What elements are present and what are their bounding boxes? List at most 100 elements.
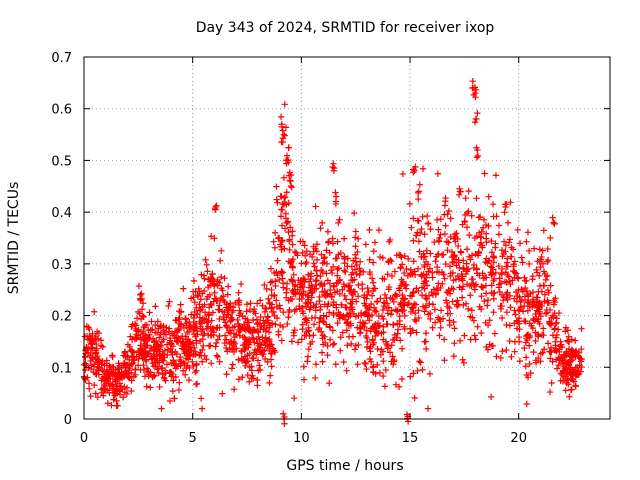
data-point: [367, 300, 375, 308]
data-point: [355, 281, 362, 289]
data-point: [401, 312, 408, 320]
data-point: [431, 306, 439, 313]
data-point: [132, 366, 139, 373]
data-point: [523, 371, 530, 379]
data-point: [473, 232, 481, 240]
data-point: [407, 373, 414, 380]
data-point: [340, 358, 347, 366]
data-point: [239, 313, 246, 320]
data-point: [544, 245, 551, 253]
data-point: [425, 268, 432, 275]
data-point: [342, 296, 350, 303]
data-point: [454, 242, 462, 250]
data-point: [277, 113, 285, 121]
data-point: [419, 366, 426, 374]
data-point: [257, 344, 264, 351]
data-point: [175, 324, 182, 332]
data-point: [313, 256, 321, 264]
data-point: [170, 377, 177, 384]
data-point: [411, 316, 419, 323]
data-point: [289, 264, 297, 271]
data-point: [411, 268, 418, 275]
data-point: [266, 337, 273, 345]
data-point: [490, 213, 497, 220]
data-point: [511, 258, 519, 265]
data-point: [267, 372, 274, 379]
data-point: [410, 215, 417, 222]
data-point: [529, 272, 536, 280]
data-point: [424, 405, 432, 412]
data-point: [481, 297, 488, 305]
data-point: [457, 188, 464, 195]
data-point: [490, 258, 498, 266]
data-point: [335, 219, 342, 227]
data-point: [446, 304, 453, 312]
data-point: [193, 380, 201, 387]
data-point: [381, 275, 388, 283]
data-point: [185, 376, 193, 384]
data-point: [312, 245, 319, 253]
data-point: [407, 330, 414, 337]
data-point: [433, 253, 440, 260]
data-point: [465, 253, 473, 261]
data-point: [408, 304, 416, 311]
data-point: [472, 250, 479, 258]
data-point: [479, 244, 486, 251]
data-point: [224, 311, 232, 319]
data-point: [273, 196, 280, 203]
data-point: [415, 217, 422, 225]
data-point: [359, 323, 366, 330]
data-point: [117, 383, 125, 390]
data-point: [405, 299, 412, 307]
y-tick-label: 0.1: [51, 361, 72, 376]
data-point: [86, 336, 93, 344]
data-point: [539, 247, 546, 254]
y-tick-label: 0.3: [51, 258, 72, 273]
data-point: [303, 258, 310, 266]
data-point: [362, 360, 369, 367]
data-point: [265, 328, 273, 336]
data-point: [99, 385, 107, 392]
data-point: [313, 301, 320, 308]
data-point: [365, 288, 372, 296]
y-tick-label: 0.6: [51, 103, 72, 118]
data-point: [286, 224, 294, 231]
data-point: [267, 356, 275, 363]
data-point: [412, 232, 420, 239]
data-point: [454, 297, 461, 304]
data-point: [567, 364, 574, 371]
data-point: [141, 324, 148, 331]
data-point: [527, 290, 534, 297]
data-point: [123, 384, 131, 391]
data-point: [318, 328, 325, 335]
data-point: [488, 249, 496, 256]
data-point: [171, 360, 178, 368]
data-point: [485, 193, 492, 200]
data-point: [415, 314, 422, 322]
data-point: [555, 362, 562, 369]
data-point: [230, 386, 238, 393]
data-point: [474, 109, 481, 117]
data-point: [459, 356, 466, 363]
data-point: [442, 222, 449, 229]
data-point: [424, 261, 432, 268]
data-point: [199, 358, 206, 365]
data-point: [427, 250, 434, 257]
data-point: [509, 246, 517, 253]
data-point: [149, 326, 156, 333]
data-point: [200, 287, 208, 295]
data-point: [156, 383, 163, 391]
data-point: [551, 220, 558, 228]
data-point: [544, 340, 552, 347]
data-point: [302, 260, 309, 267]
data-point: [138, 290, 145, 297]
data-point: [490, 295, 497, 302]
data-point: [364, 284, 371, 292]
data-point: [273, 297, 280, 304]
data-point: [301, 242, 308, 249]
data-point: [141, 373, 149, 380]
data-point: [550, 297, 557, 304]
data-point: [446, 263, 454, 270]
data-point: [387, 294, 394, 302]
data-point: [208, 331, 215, 339]
